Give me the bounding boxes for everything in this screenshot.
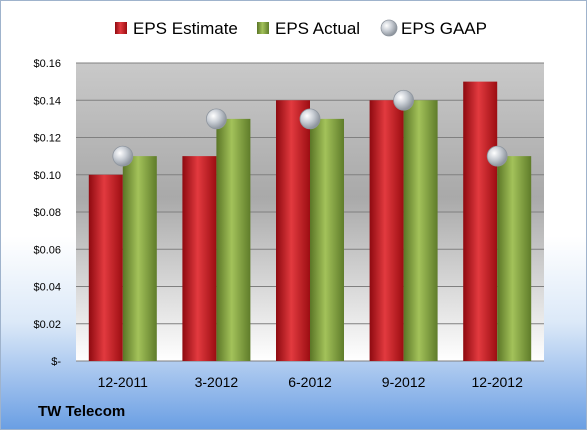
gaap-markers <box>112 89 508 167</box>
gaap-marker <box>299 108 321 130</box>
y-tick-label: $0.08 <box>33 207 61 219</box>
x-tick-label: 12-2012 <box>472 374 524 390</box>
bar <box>216 118 251 361</box>
gaap-marker <box>112 145 134 167</box>
gaap-marker <box>205 108 227 130</box>
bar <box>463 81 498 361</box>
y-axis: $- $0.02 $0.04 $0.06 $0.08 $0.10 $0.12 $0.14 $0.… <box>33 58 61 368</box>
legend-item: EPS Estimate <box>115 19 238 38</box>
y-tick-label: $0.14 <box>33 95 61 107</box>
y-tick-label: $0.06 <box>33 244 61 256</box>
bars <box>88 81 532 361</box>
legend: EPS Estimate EPS Actual EPS GAAP <box>115 19 487 38</box>
legend-item: EPS Actual <box>257 19 360 38</box>
legend-swatch <box>380 19 398 37</box>
bar <box>403 100 438 361</box>
bar <box>88 174 123 361</box>
legend-label: EPS GAAP <box>401 19 487 38</box>
x-tick-label: 9-2012 <box>382 374 426 390</box>
bar <box>276 100 310 361</box>
y-tick-label: $0.16 <box>33 58 61 70</box>
y-tick-label: $0.02 <box>33 319 61 331</box>
bar <box>310 118 344 361</box>
legend-swatch <box>257 22 269 34</box>
bar <box>122 156 157 361</box>
gaap-marker <box>486 145 508 167</box>
x-tick-label: 3-2012 <box>195 374 239 390</box>
bar <box>497 156 532 361</box>
legend-label: EPS Estimate <box>133 19 238 38</box>
legend-swatch <box>115 22 127 34</box>
x-tick-label: 6-2012 <box>288 374 332 390</box>
legend-item: EPS GAAP <box>380 19 487 38</box>
x-tick-label: 12-2011 <box>98 374 149 390</box>
y-tick-label: $0.10 <box>33 170 61 182</box>
x-axis: 12-2011 3-2012 6-2012 9-2012 12-2012 <box>98 374 523 390</box>
y-tick-label: $0.12 <box>33 133 61 145</box>
company-label: TW Telecom <box>38 403 126 420</box>
y-tick-label: $- <box>51 356 61 368</box>
bar <box>369 100 404 361</box>
legend-label: EPS Actual <box>275 19 360 38</box>
bar <box>182 156 217 361</box>
gaap-marker <box>393 89 415 111</box>
y-tick-label: $0.04 <box>33 282 61 294</box>
